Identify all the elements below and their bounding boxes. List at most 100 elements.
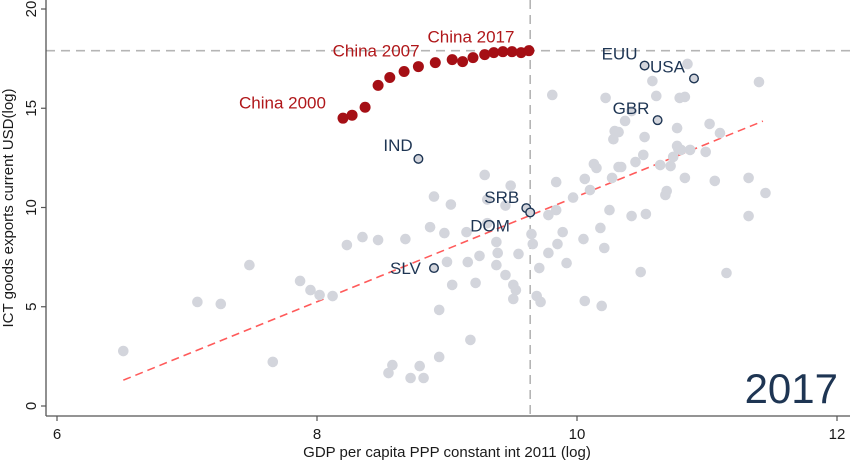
other-country-point: [294, 275, 306, 287]
other-country-point: [661, 185, 672, 197]
other-country-point: [709, 175, 721, 187]
other-country-point: [543, 209, 554, 221]
other-country-point: [482, 217, 493, 229]
highlighted-point-euu: [639, 60, 650, 71]
country-label-usa: USA: [650, 57, 686, 76]
other-country-point: [508, 293, 519, 305]
other-country-point: [595, 222, 606, 234]
other-country-point: [441, 256, 453, 268]
highlighted-point-slv: [429, 263, 440, 274]
other-country-point: [647, 75, 658, 87]
other-country-point: [721, 267, 732, 279]
other-country-point: [500, 269, 511, 281]
other-country-point: [465, 334, 476, 346]
other-country-point: [638, 149, 649, 161]
other-country-point: [682, 58, 693, 70]
other-country-point: [192, 296, 203, 308]
other-country-point: [630, 156, 641, 168]
china-point: [497, 46, 509, 58]
other-country-point: [578, 233, 589, 245]
china-point: [457, 56, 469, 68]
other-country-point: [640, 208, 652, 220]
other-country-point: [305, 284, 316, 296]
other-country-point: [470, 277, 481, 289]
other-country-point: [753, 76, 765, 88]
other-country-point: [383, 367, 394, 379]
other-country-point: [491, 236, 502, 248]
highlighted-point-ind: [413, 153, 424, 164]
other-country-point: [547, 89, 558, 101]
other-country-point: [596, 300, 607, 312]
other-country-point: [567, 192, 579, 203]
other-country-point: [635, 266, 646, 278]
country-label-srb: SRB: [484, 188, 519, 207]
other-country-point: [550, 204, 562, 216]
other-country-point: [671, 122, 683, 134]
other-country-point: [584, 184, 596, 196]
reference-lines: [46, 0, 850, 416]
other-country-point: [760, 187, 771, 199]
fit-line: [122, 120, 764, 381]
country-label-dom: DOM: [470, 216, 510, 235]
other-country-point: [479, 169, 491, 181]
highlighted-point-gbr: [652, 115, 663, 126]
other-country-point: [215, 298, 227, 310]
other-country-point: [588, 158, 600, 170]
china-label-0: China 2000: [239, 93, 326, 112]
other-country-point: [743, 172, 754, 184]
other-country-point: [557, 226, 568, 238]
other-country-point: [599, 242, 610, 254]
y-axis-title: ICT goods exports current USD(log): [0, 89, 17, 328]
china-point: [506, 46, 518, 58]
other-country-point: [491, 259, 502, 271]
other-country-point: [626, 210, 637, 222]
x-tick-label: 6: [53, 426, 61, 443]
y-tick-label: 0: [23, 402, 40, 410]
other-country-point: [513, 248, 524, 260]
china-point: [412, 61, 424, 73]
x-tick-label: 8: [313, 426, 321, 443]
other-country-point: [639, 131, 650, 143]
other-country-point: [357, 231, 368, 243]
other-country-point: [400, 233, 411, 245]
other-country-point: [619, 115, 631, 127]
other-country-point: [414, 360, 426, 372]
other-country-point: [314, 289, 325, 301]
x-axis-title: GDP per capita PPP constant int 2011 (lo…: [303, 444, 591, 461]
china-label-1: China 2007: [333, 42, 420, 61]
point-labels: EUU USA GBR IND SRB DOM SLV China 2000 China 200…: [239, 28, 686, 278]
other-country-point: [433, 351, 445, 363]
other-country-point: [704, 118, 715, 130]
other-country-point: [118, 345, 129, 357]
other-country-point: [244, 259, 255, 271]
other-country-point: [579, 295, 591, 307]
highlighted-country-points: [413, 60, 700, 274]
china-label-2: China 2017: [428, 28, 515, 47]
other-country-point: [651, 90, 662, 102]
other-country-point: [433, 304, 445, 316]
other-country-point: [482, 194, 493, 205]
china-point: [523, 45, 535, 57]
china-point: [488, 47, 500, 59]
other-country-point: [424, 221, 436, 233]
other-country-point: [600, 92, 611, 104]
other-country-point: [665, 160, 676, 172]
other-country-point: [535, 296, 546, 308]
other-country-point: [439, 227, 450, 239]
other-country-point: [679, 91, 691, 103]
other-country-point: [684, 144, 696, 156]
y-tick-label: 10: [23, 199, 40, 216]
china-points: [337, 45, 535, 124]
country-label-ind: IND: [383, 136, 412, 155]
other-country-point: [561, 257, 572, 269]
other-country-point: [534, 262, 545, 274]
other-country-point: [714, 127, 726, 139]
other-country-point: [743, 210, 754, 222]
china-point: [346, 109, 358, 121]
highlighted-point-usa: [689, 73, 700, 84]
other-country-point: [428, 191, 440, 202]
other-country-point: [418, 372, 429, 384]
other-country-point: [462, 256, 474, 268]
other-country-point: [387, 359, 398, 371]
china-point: [479, 49, 491, 61]
